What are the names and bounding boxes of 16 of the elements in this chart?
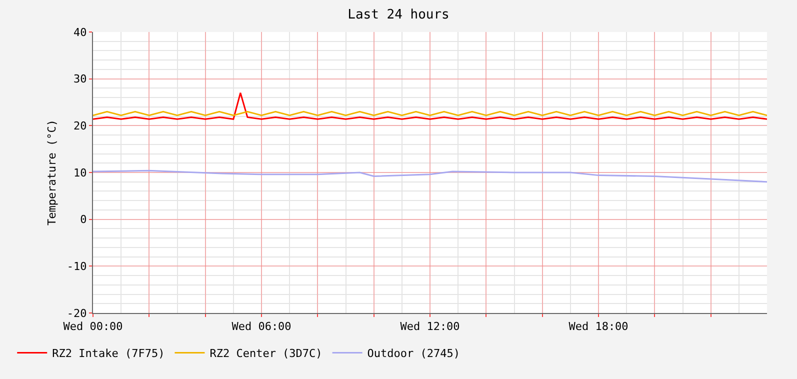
legend-label: RZ2 Intake (7F75): [52, 347, 165, 360]
y-tick-label: 0: [80, 213, 87, 226]
y-tick-label: 20: [74, 120, 87, 133]
x-tick-label: Wed 12:00: [400, 320, 460, 334]
legend-label: Outdoor (2745): [367, 347, 460, 360]
y-tick-label: -10: [66, 260, 87, 274]
y-tick-label: 10: [74, 166, 87, 180]
y-tick-label: 30: [74, 72, 87, 86]
y-tick-label: 40: [74, 26, 87, 39]
x-tick-label: Wed 18:00: [568, 320, 628, 334]
legend-label: RZ2 Center (3D7C): [210, 347, 322, 360]
y-axis-title: Temperature (°C): [46, 120, 59, 226]
x-tick-label: Wed 00:00: [63, 320, 123, 334]
chart-title: Last 24 hours: [348, 8, 450, 23]
x-tick-label: Wed 06:00: [232, 320, 292, 334]
y-tick-label: -20: [66, 306, 87, 320]
